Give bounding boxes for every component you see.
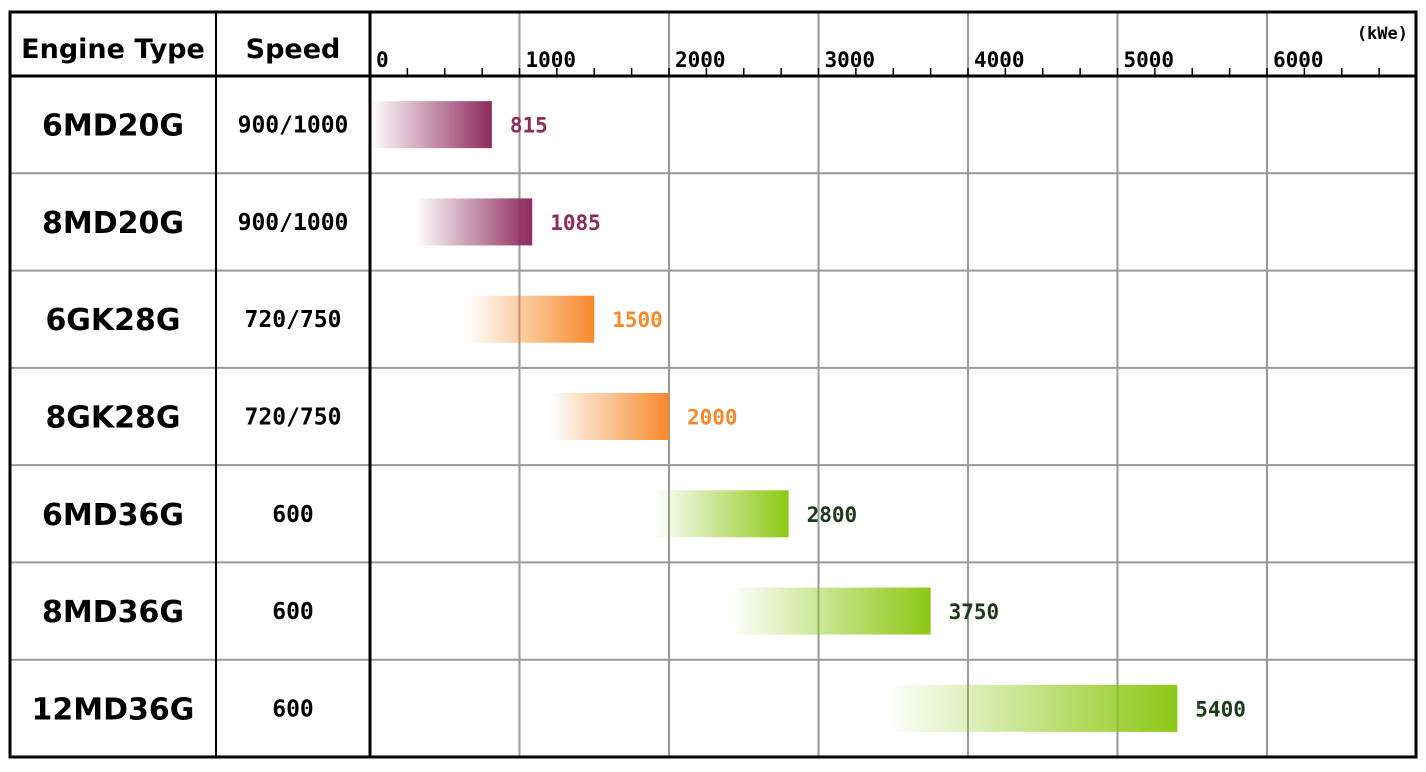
x-tick-label: 2000 <box>675 48 726 72</box>
speed-label: 600 <box>272 696 314 722</box>
x-tick-label: 0 <box>376 48 389 72</box>
bar-6MD20G <box>370 101 492 149</box>
unit-label: (kWe) <box>1357 24 1408 44</box>
speed-label: 900/1000 <box>238 210 349 236</box>
x-tick-label: 4000 <box>974 48 1025 72</box>
engine-type-label: 6GK28G <box>45 303 180 338</box>
speed-label: 720/750 <box>245 405 342 431</box>
bar-8MD20G <box>414 198 533 246</box>
engine-type-label: 8GK28G <box>45 401 180 436</box>
grid-lines <box>10 12 1416 757</box>
engine-type-label: 6MD20G <box>42 109 184 144</box>
speed-label: 600 <box>272 502 314 528</box>
x-tick-label: 1000 <box>526 48 577 72</box>
data-label: 1500 <box>612 308 663 332</box>
data-label: 2000 <box>687 406 738 430</box>
speed-label: 900/1000 <box>238 113 349 139</box>
engine-type-label: 8MD36G <box>42 595 184 630</box>
x-tick-label: 6000 <box>1273 48 1324 72</box>
x-tick-label: 3000 <box>825 48 876 72</box>
outer-frame <box>8 10 1418 759</box>
data-label: 5400 <box>1195 697 1246 721</box>
x-tick-label: 5000 <box>1124 48 1175 72</box>
bar-8MD36G <box>728 587 931 635</box>
data-label: 815 <box>510 114 548 138</box>
labels: Engine Type Speed (kWe) 0 1000 2000 3000 400… <box>21 24 1408 727</box>
engine-type-label: 12MD36G <box>32 692 195 727</box>
column-header-engine-type: Engine Type <box>21 34 205 65</box>
data-label: 3750 <box>949 600 1000 624</box>
data-label: 1085 <box>550 211 601 235</box>
bar-12MD36G <box>885 684 1178 732</box>
engine-type-label: 6MD36G <box>42 498 184 533</box>
bars <box>370 101 1178 732</box>
speed-label: 600 <box>272 599 314 625</box>
engine-type-label: 8MD20G <box>42 206 184 241</box>
speed-label: 720/750 <box>245 307 342 333</box>
bar-6GK28G <box>467 295 595 343</box>
data-label: 2800 <box>807 503 858 527</box>
column-header-speed: Speed <box>246 34 341 65</box>
bar-8GK28G <box>549 393 669 440</box>
bar-6MD36G <box>654 490 789 538</box>
table-lines <box>8 10 1418 759</box>
